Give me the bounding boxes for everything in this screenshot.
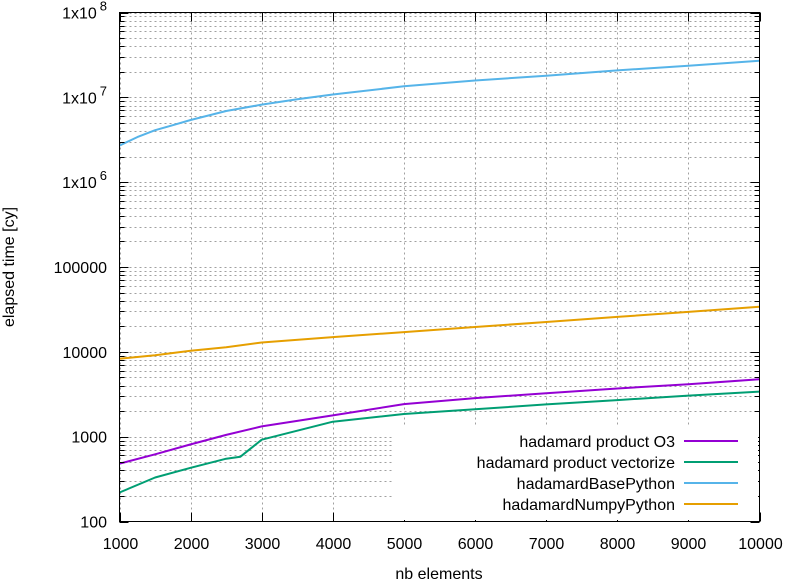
x-tick-label: 10000 bbox=[738, 536, 783, 553]
x-tick-label: 3000 bbox=[245, 536, 281, 553]
series-line-2 bbox=[119, 390, 760, 494]
x-tick-label: 7000 bbox=[529, 536, 565, 553]
legend: hadamard product O3 hadamard product vect… bbox=[392, 426, 758, 520]
x-tick-label: 2000 bbox=[174, 536, 210, 553]
x-tick-label: 4000 bbox=[316, 536, 352, 553]
series-line-4 bbox=[119, 305, 760, 360]
legend-label: hadamard product vectorize bbox=[477, 455, 675, 472]
series-lines bbox=[119, 59, 760, 494]
x-tick-label: 6000 bbox=[458, 536, 494, 553]
y-axis-ticks: 100 1000 10000 100000 1x10 6 1x10 7 1x10 8 bbox=[54, 0, 760, 532]
y-tick-label: 1x10 6 bbox=[62, 168, 107, 192]
series-line-1 bbox=[119, 378, 760, 465]
x-axis-ticks: 1000 2000 3000 4000 5000 6000 7000 8000 9000 1000… bbox=[103, 12, 783, 553]
y-tick-label: 1x10 7 bbox=[62, 83, 107, 107]
y-tick-label: 100 bbox=[80, 515, 107, 532]
y-tick-label: 1x10 8 bbox=[62, 0, 107, 23]
y-tick-label: 10000 bbox=[63, 345, 108, 362]
x-tick-label: 8000 bbox=[600, 536, 636, 553]
y-tick-label: 1000 bbox=[71, 430, 107, 447]
x-tick-label: 1000 bbox=[103, 536, 139, 553]
legend-label: hadamard product O3 bbox=[519, 434, 675, 451]
y-axis-label: elapsed time [cy] bbox=[1, 207, 18, 327]
y-tick-label: 100000 bbox=[54, 260, 107, 277]
legend-label: hadamardNumpyPython bbox=[502, 497, 675, 514]
legend-label: hadamardBasePython bbox=[517, 476, 675, 493]
x-tick-label: 5000 bbox=[387, 536, 423, 553]
x-axis-label: nb elements bbox=[395, 566, 482, 580]
series-line-3 bbox=[119, 59, 760, 147]
x-tick-label: 9000 bbox=[671, 536, 707, 553]
